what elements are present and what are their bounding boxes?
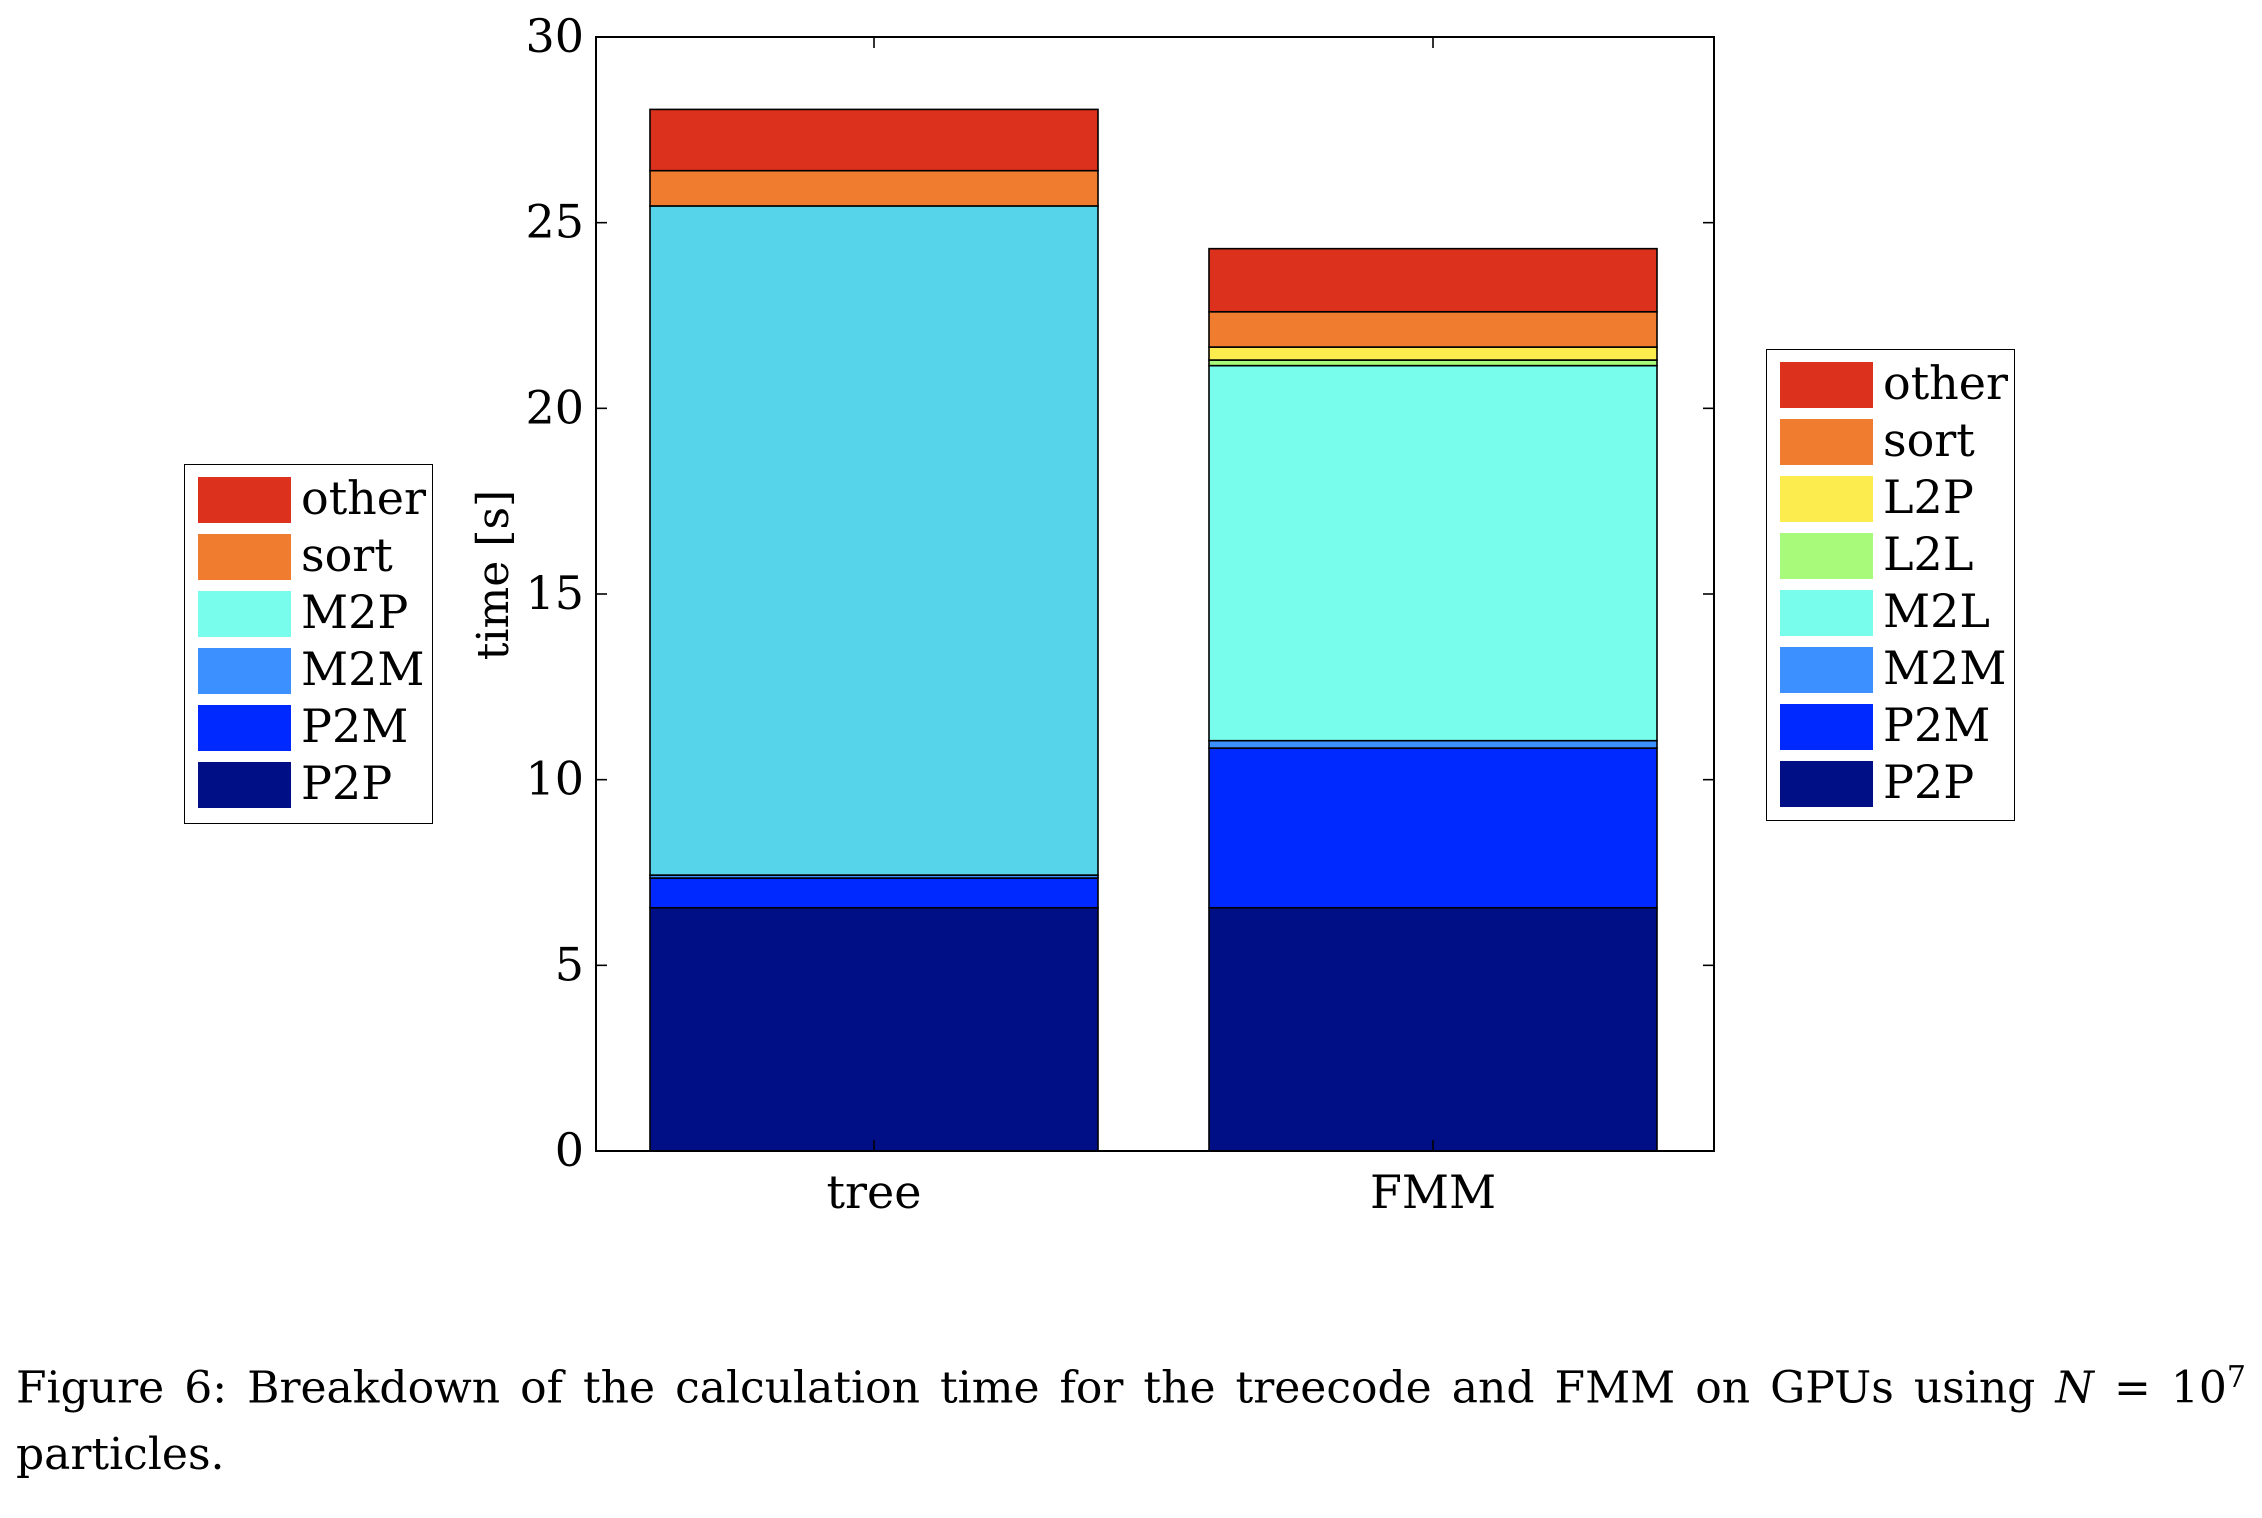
x-tick-label-FMM: FMM bbox=[1370, 1165, 1496, 1219]
bar-segment-tree-sort bbox=[649, 169, 1099, 207]
caption-base: 10 bbox=[2170, 1362, 2227, 1414]
bar-segment-FMM-sort bbox=[1208, 310, 1658, 348]
legend-swatch bbox=[1780, 533, 1873, 579]
bars-layer bbox=[649, 108, 1658, 1152]
legend-label: P2P bbox=[1883, 755, 1975, 809]
legend-swatch bbox=[1780, 647, 1873, 693]
legend-swatch bbox=[198, 648, 291, 694]
x-axis-ticks: tree FMM bbox=[827, 37, 1496, 1219]
y-axis-label: time [s] bbox=[468, 490, 519, 660]
legend-swatch bbox=[198, 477, 291, 523]
legend-label: M2P bbox=[301, 585, 409, 639]
legend-swatch bbox=[198, 591, 291, 637]
legend-label: L2L bbox=[1883, 527, 1974, 581]
legend-label: other bbox=[1883, 356, 2009, 410]
legend-swatch bbox=[1780, 704, 1873, 750]
caption-equals: = bbox=[2093, 1362, 2171, 1414]
legend-label: M2M bbox=[301, 642, 425, 696]
stacked-bar-chart: 0 5 10 15 20 25 30 tree FMM time [s] bbox=[468, 9, 1715, 1219]
bar-segment-tree-M2P bbox=[649, 205, 1099, 876]
y-tick-label: 10 bbox=[525, 752, 584, 806]
bar-segment-FMM-L2P bbox=[1208, 346, 1658, 361]
legend-swatch bbox=[1780, 761, 1873, 807]
legend-swatch bbox=[198, 705, 291, 751]
legend-right: other sort L2P L2L M2L M2M P2M P2P bbox=[1766, 349, 2015, 821]
bar-segment-tree-other bbox=[649, 108, 1099, 172]
y-tick-label: 20 bbox=[525, 380, 584, 434]
y-tick-label: 5 bbox=[555, 937, 584, 991]
bar-segment-FMM-P2M bbox=[1208, 747, 1658, 909]
y-tick-label: 0 bbox=[555, 1123, 584, 1177]
caption-suffix: particles. bbox=[16, 1428, 225, 1480]
y-tick-label: 25 bbox=[525, 195, 584, 249]
caption-prefix: Figure 6: Breakdown of the calculation t… bbox=[16, 1362, 2056, 1414]
legend-label: M2M bbox=[1883, 641, 2007, 695]
caption-math-var: N bbox=[2055, 1362, 2094, 1414]
y-tick-label: 30 bbox=[525, 9, 584, 63]
bar-segment-FMM-other bbox=[1208, 247, 1658, 313]
legend-swatch bbox=[1780, 362, 1873, 408]
legend-label: P2P bbox=[301, 756, 393, 810]
bar-segment-FMM-M2M bbox=[1208, 739, 1658, 749]
caption-exponent: 7 bbox=[2226, 1360, 2246, 1395]
bar-segment-FMM-M2L bbox=[1208, 364, 1658, 742]
legend-swatch bbox=[198, 534, 291, 580]
bar-segment-FMM-L2L bbox=[1208, 359, 1658, 367]
x-tick-label-tree: tree bbox=[827, 1165, 922, 1219]
legend-label: sort bbox=[301, 528, 393, 582]
legend-left: other sort M2P M2M P2M P2P bbox=[184, 464, 433, 824]
legend-swatch bbox=[198, 762, 291, 808]
y-axis-ticks: 0 5 10 15 20 25 30 bbox=[525, 9, 1714, 1177]
legend-label: P2M bbox=[301, 699, 409, 753]
legend-swatch bbox=[1780, 590, 1873, 636]
y-tick-label: 15 bbox=[525, 566, 584, 620]
legend-label: M2L bbox=[1883, 584, 1990, 638]
legend-label: L2P bbox=[1883, 470, 1974, 524]
legend-label: sort bbox=[1883, 413, 1975, 467]
legend-swatch bbox=[1780, 476, 1873, 522]
figure-caption: Figure 6: Breakdown of the calculation t… bbox=[16, 1345, 2246, 1488]
bar-segment-tree-P2M bbox=[649, 877, 1099, 909]
legend-swatch bbox=[1780, 419, 1873, 465]
legend-label: P2M bbox=[1883, 698, 1991, 752]
bar-segment-FMM-P2P bbox=[1208, 906, 1658, 1152]
bar-segment-tree-P2P bbox=[649, 906, 1099, 1152]
legend-label: other bbox=[301, 471, 427, 525]
